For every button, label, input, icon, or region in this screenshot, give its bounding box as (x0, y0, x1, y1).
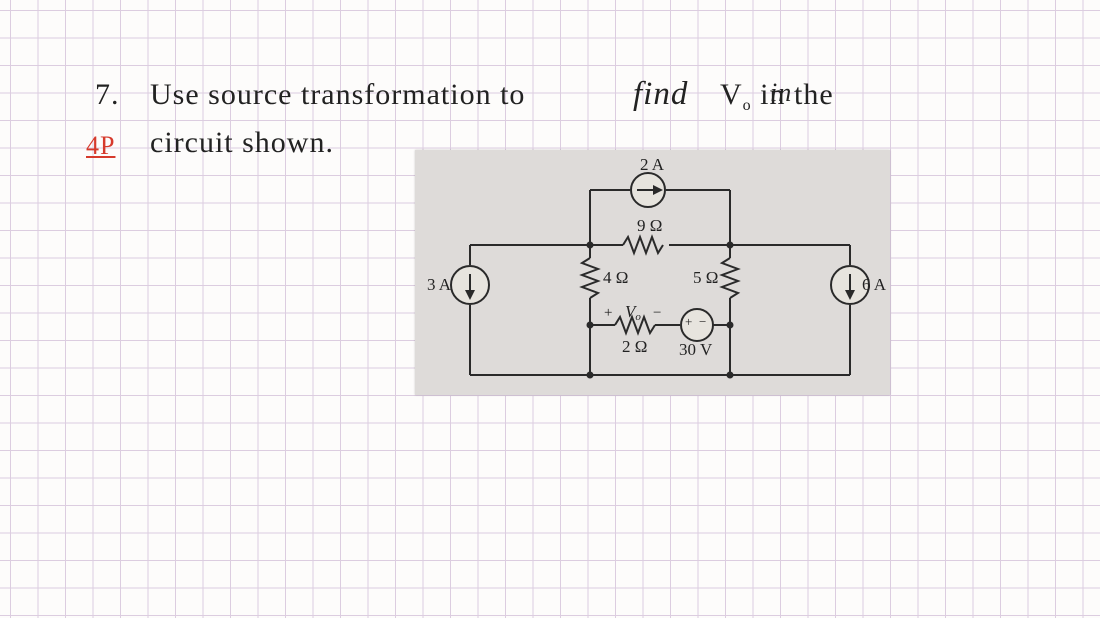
problem-number: 7. (95, 78, 120, 112)
annotation-4p: 4P (86, 131, 115, 161)
volt-plus: + (685, 314, 692, 330)
label-2a: 2 A (640, 155, 664, 175)
vo-plus: + (604, 305, 612, 322)
problem-text-line1a: Use source transformation to (150, 78, 525, 112)
problem-text-line2: circuit shown. (150, 126, 334, 160)
vo-minus: − (653, 305, 661, 322)
circuit-diagram: 3 A 2 A 6 A 4 Ω 9 Ω 5 Ω 2 Ω 30 V + Vo − … (415, 150, 890, 395)
label-2ohm: 2 Ω (622, 337, 647, 357)
problem-text-in: in (770, 78, 792, 108)
problem-text-line1b: find (633, 76, 688, 113)
vo-label: Vo (625, 302, 641, 323)
label-30v: 30 V (679, 340, 712, 360)
label-9ohm: 9 Ω (637, 216, 662, 236)
label-4ohm: 4 Ω (603, 268, 628, 288)
circuit-svg (415, 150, 890, 395)
label-5ohm: 5 Ω (693, 268, 718, 288)
label-6a: 6 A (862, 275, 886, 295)
label-3a: 3 A (427, 275, 451, 295)
volt-minus: − (699, 314, 706, 330)
